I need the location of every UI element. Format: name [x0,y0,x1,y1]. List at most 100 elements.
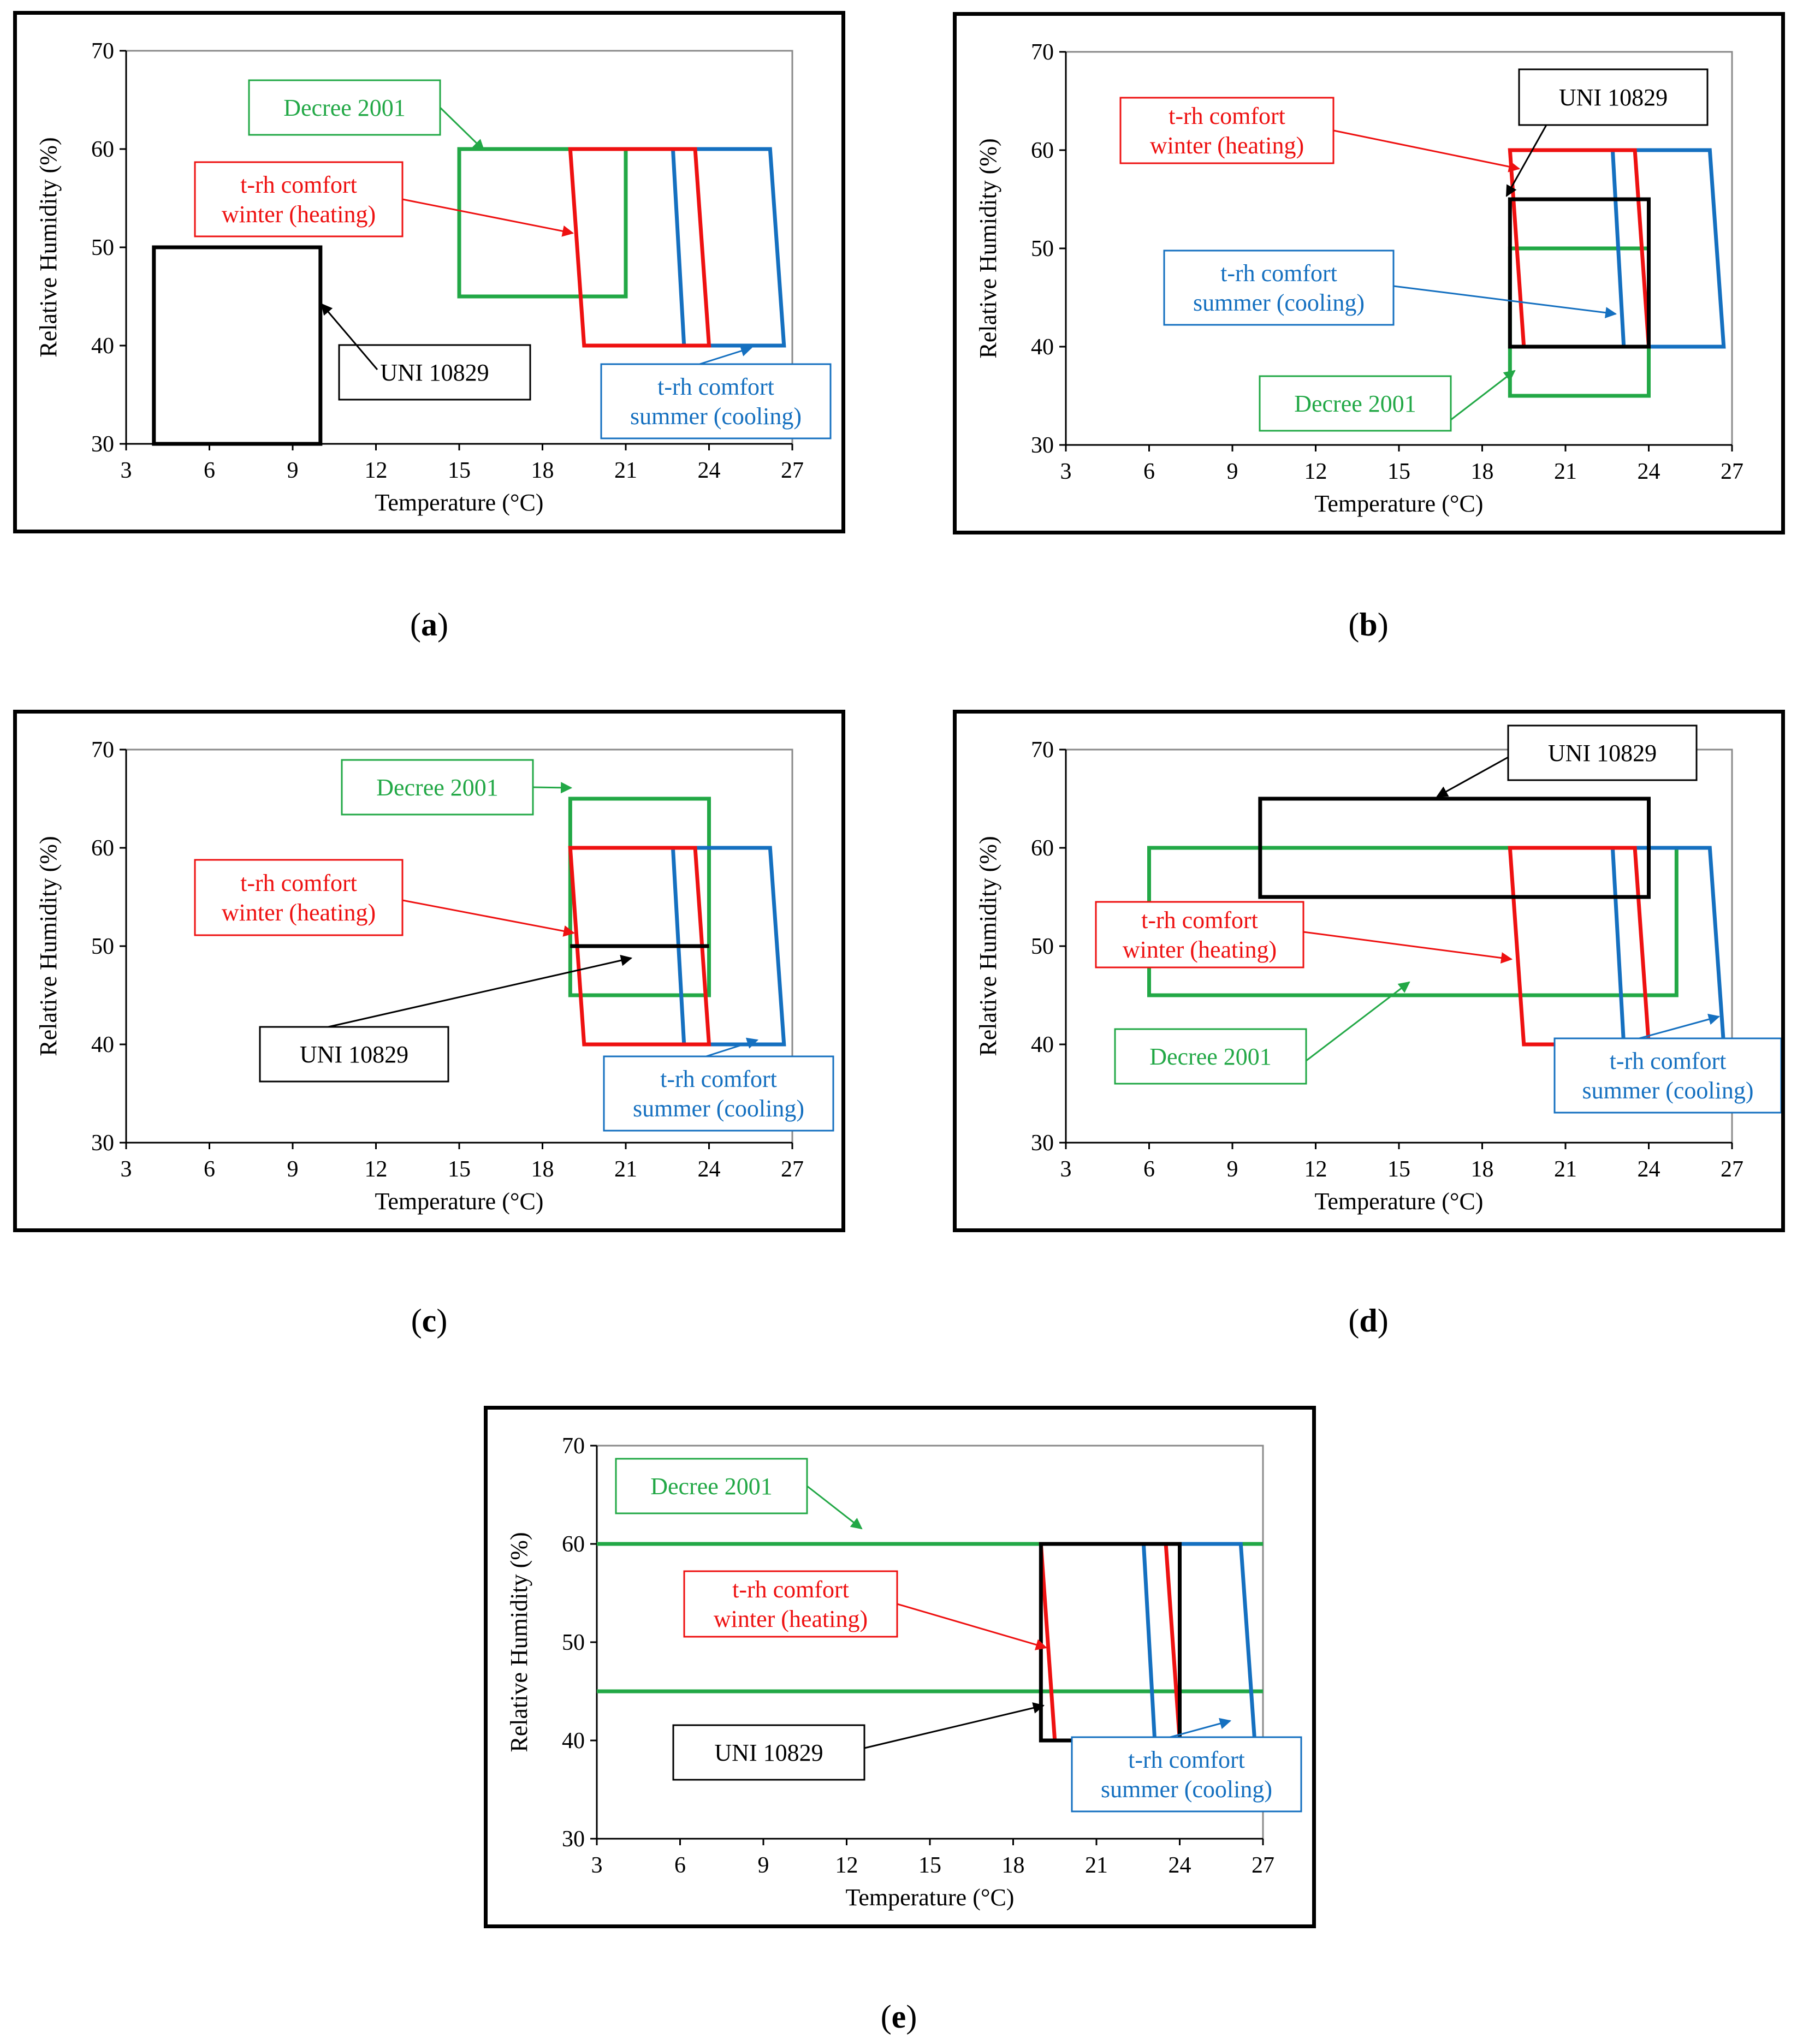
y-tick-label: 50 [1031,236,1054,262]
x-tick-label: 24 [1638,1157,1660,1182]
x-tick-label: 21 [614,1157,637,1182]
uni-label-text: UNI 10829 [1559,84,1668,111]
decree-label-box [1114,1028,1307,1085]
summer-arrow [699,345,753,365]
winter-region [568,147,711,348]
decree-arrow [1450,370,1516,421]
x-tick-label: 3 [121,458,132,483]
summer-label-text: summer (cooling) [1582,1077,1753,1104]
x-tick-label: 9 [1227,1157,1238,1182]
x-tick-label: 15 [448,458,471,483]
uni-region [152,245,323,446]
y-tick-label: 60 [91,137,114,162]
y-tick-label: 30 [562,1827,585,1852]
y-axis-title: Relative Humidity (%) [35,836,62,1056]
summer-region [1610,148,1726,349]
x-tick-label: 15 [1387,1157,1410,1182]
x-axis-title: Temperature (°C) [846,1884,1015,1911]
summer-arrow [705,1037,759,1057]
winter-label-text: t-rh comfort [240,171,357,198]
summer-label-text: t-rh comfort [1610,1048,1727,1074]
summer-label-text: summer (cooling) [1101,1776,1272,1803]
x-tick-label: 27 [781,458,804,483]
summer-arrow [1393,285,1617,319]
winter-label-box [1095,901,1304,968]
x-tick-label: 12 [1304,459,1327,484]
y-tick-label: 40 [1031,335,1054,360]
y-tick-label: 30 [91,1131,114,1156]
x-tick-label: 6 [1143,459,1155,484]
y-axis-title: Relative Humidity (%) [975,138,1001,358]
x-tick-label: 18 [1002,1853,1025,1878]
chart-svg-d: 3 6 9 12 15 18 21 24 27 30 40 50 60 70 Temperature (°C… [975,724,1781,1215]
uni-label-text: UNI 10829 [300,1041,408,1068]
x-tick-label: 15 [918,1853,941,1878]
caption-e: (e) [880,1999,917,2035]
winter-label-box [194,859,404,936]
winter-arrow [897,1603,1048,1650]
winter-arrow [402,198,574,237]
caption-d: (d) [1348,1303,1389,1339]
x-tick-label: 6 [204,1157,215,1182]
uni-arrow [321,303,378,370]
x-tick-label: 18 [1471,1157,1494,1182]
y-tick-label: 50 [562,1630,585,1655]
winter-label-text: winter (heating) [714,1606,868,1632]
uni-label-box [1507,724,1698,781]
y-axis-title: Relative Humidity (%) [975,836,1001,1056]
x-tick-label: 21 [1085,1853,1108,1878]
decree-label-text: Decree 2001 [1294,390,1416,417]
y-tick-label: 40 [91,1032,114,1057]
decree-arrow [1306,981,1410,1062]
x-tick-label: 9 [287,458,299,483]
chart-panel-b: 3 6 9 12 15 18 21 24 27 30 40 50 60 70 Temperature (°C… [953,12,1785,534]
y-tick-label: 30 [1031,433,1054,458]
y-axis-title: Relative Humidity (%) [506,1532,532,1752]
x-tick-label: 18 [531,458,554,483]
winter-region [1039,1542,1182,1743]
y-tick-label: 50 [91,235,114,260]
winter-label-text: t-rh comfort [240,870,357,896]
winter-arrow [402,899,576,937]
y-tick-label: 50 [1031,934,1054,959]
winter-label-text: t-rh comfort [1169,103,1285,129]
summer-label-text: t-rh comfort [1128,1746,1245,1773]
x-tick-label: 27 [1721,1157,1743,1182]
x-tick-label: 15 [448,1157,471,1182]
y-tick-label: 70 [562,1434,585,1459]
summer-label-text: summer (cooling) [633,1095,804,1122]
summer-region [1141,1542,1257,1743]
summer-label-box [603,1055,834,1132]
winter-region [568,846,711,1047]
uni-label-box [259,1026,449,1083]
x-tick-label: 3 [1060,1157,1072,1182]
summer-region [1610,846,1726,1047]
y-tick-label: 50 [91,934,114,959]
summer-label-box [600,363,832,439]
y-tick-label: 70 [91,39,114,64]
chart-panel-c: 3 6 9 12 15 18 21 24 27 30 40 50 60 70 Temperature (°C… [13,710,845,1232]
uni-arrow [1505,124,1547,197]
summer-label-text: t-rh comfort [1220,260,1337,287]
x-axis-title: Temperature (°C) [375,489,544,516]
x-tick-label: 21 [1554,459,1577,484]
y-tick-label: 60 [562,1532,585,1557]
decree-region [457,147,628,299]
x-tick-label: 6 [204,458,215,483]
decree-label-text: Decree 2001 [1149,1043,1272,1070]
summer-region [671,846,786,1047]
winter-label-text: winter (heating) [1150,132,1304,159]
x-tick-label: 12 [365,1157,388,1182]
x-axis-title: Temperature (°C) [1315,1188,1484,1215]
summer-label-text: t-rh comfort [657,373,774,400]
x-tick-label: 15 [1387,459,1410,484]
chart-svg-c: 3 6 9 12 15 18 21 24 27 30 40 50 60 70 Temperature (°C… [35,738,834,1215]
winter-label-text: winter (heating) [1123,936,1277,963]
decree-label-box [341,759,534,816]
winter-label-box [683,1570,898,1638]
summer-arrow [1639,1013,1721,1039]
summer-label-text: t-rh comfort [660,1066,777,1092]
chart-svg-a: 3 6 9 12 15 18 21 24 27 30 40 50 60 70 Temperature (°C… [35,39,832,516]
decree-region [568,797,711,997]
x-tick-label: 3 [591,1853,603,1878]
